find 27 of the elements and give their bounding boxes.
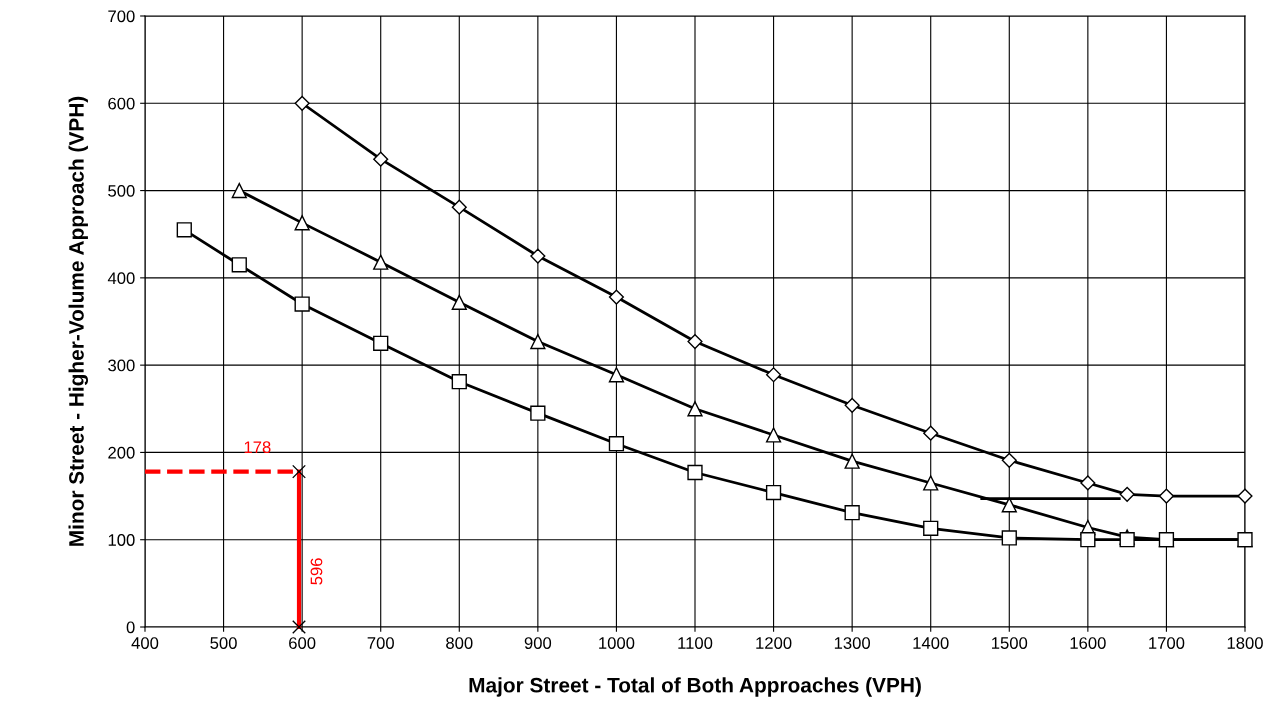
x-tick-label: 1300 xyxy=(834,637,871,649)
annotation: 596 xyxy=(310,558,323,585)
x-tick-label: 1700 xyxy=(1149,637,1185,649)
y-tick-label: 700 xyxy=(108,10,135,23)
y-tick-label: 300 xyxy=(108,359,135,372)
y-tick-label: 500 xyxy=(108,184,135,197)
x-tick-label: 800 xyxy=(446,637,473,649)
x-tick-label: 500 xyxy=(210,637,237,649)
x-axis-title: Major Street - Total of Both Approaches (VPH) xyxy=(469,677,921,697)
x-tick-label: 1800 xyxy=(1227,637,1263,649)
x-tick-label: 1400 xyxy=(913,637,949,649)
y-tick-label: 100 xyxy=(108,534,135,546)
y-tick-label: 400 xyxy=(107,272,135,285)
x-tick-label: 1000 xyxy=(599,637,635,649)
x-tick-label: 1200 xyxy=(756,637,792,649)
y-tick-label: 200 xyxy=(108,446,135,459)
y-tick-label: 0 xyxy=(126,621,135,634)
y-tick-label: 600 xyxy=(108,97,135,110)
x-tick-label: 1500 xyxy=(992,637,1028,649)
x-tick-label: 900 xyxy=(524,637,552,649)
x-tick-label: 600 xyxy=(289,637,316,649)
y-axis-title: Minor Street - Higher-Volume Approach (VPH) xyxy=(68,96,89,546)
x-tick-label: 1600 xyxy=(1070,637,1106,649)
annotation: 178 xyxy=(244,441,271,454)
x-tick-label: 700 xyxy=(367,637,394,649)
x-tick-label: 1100 xyxy=(678,637,713,649)
x-tick-label: 400 xyxy=(131,637,159,649)
